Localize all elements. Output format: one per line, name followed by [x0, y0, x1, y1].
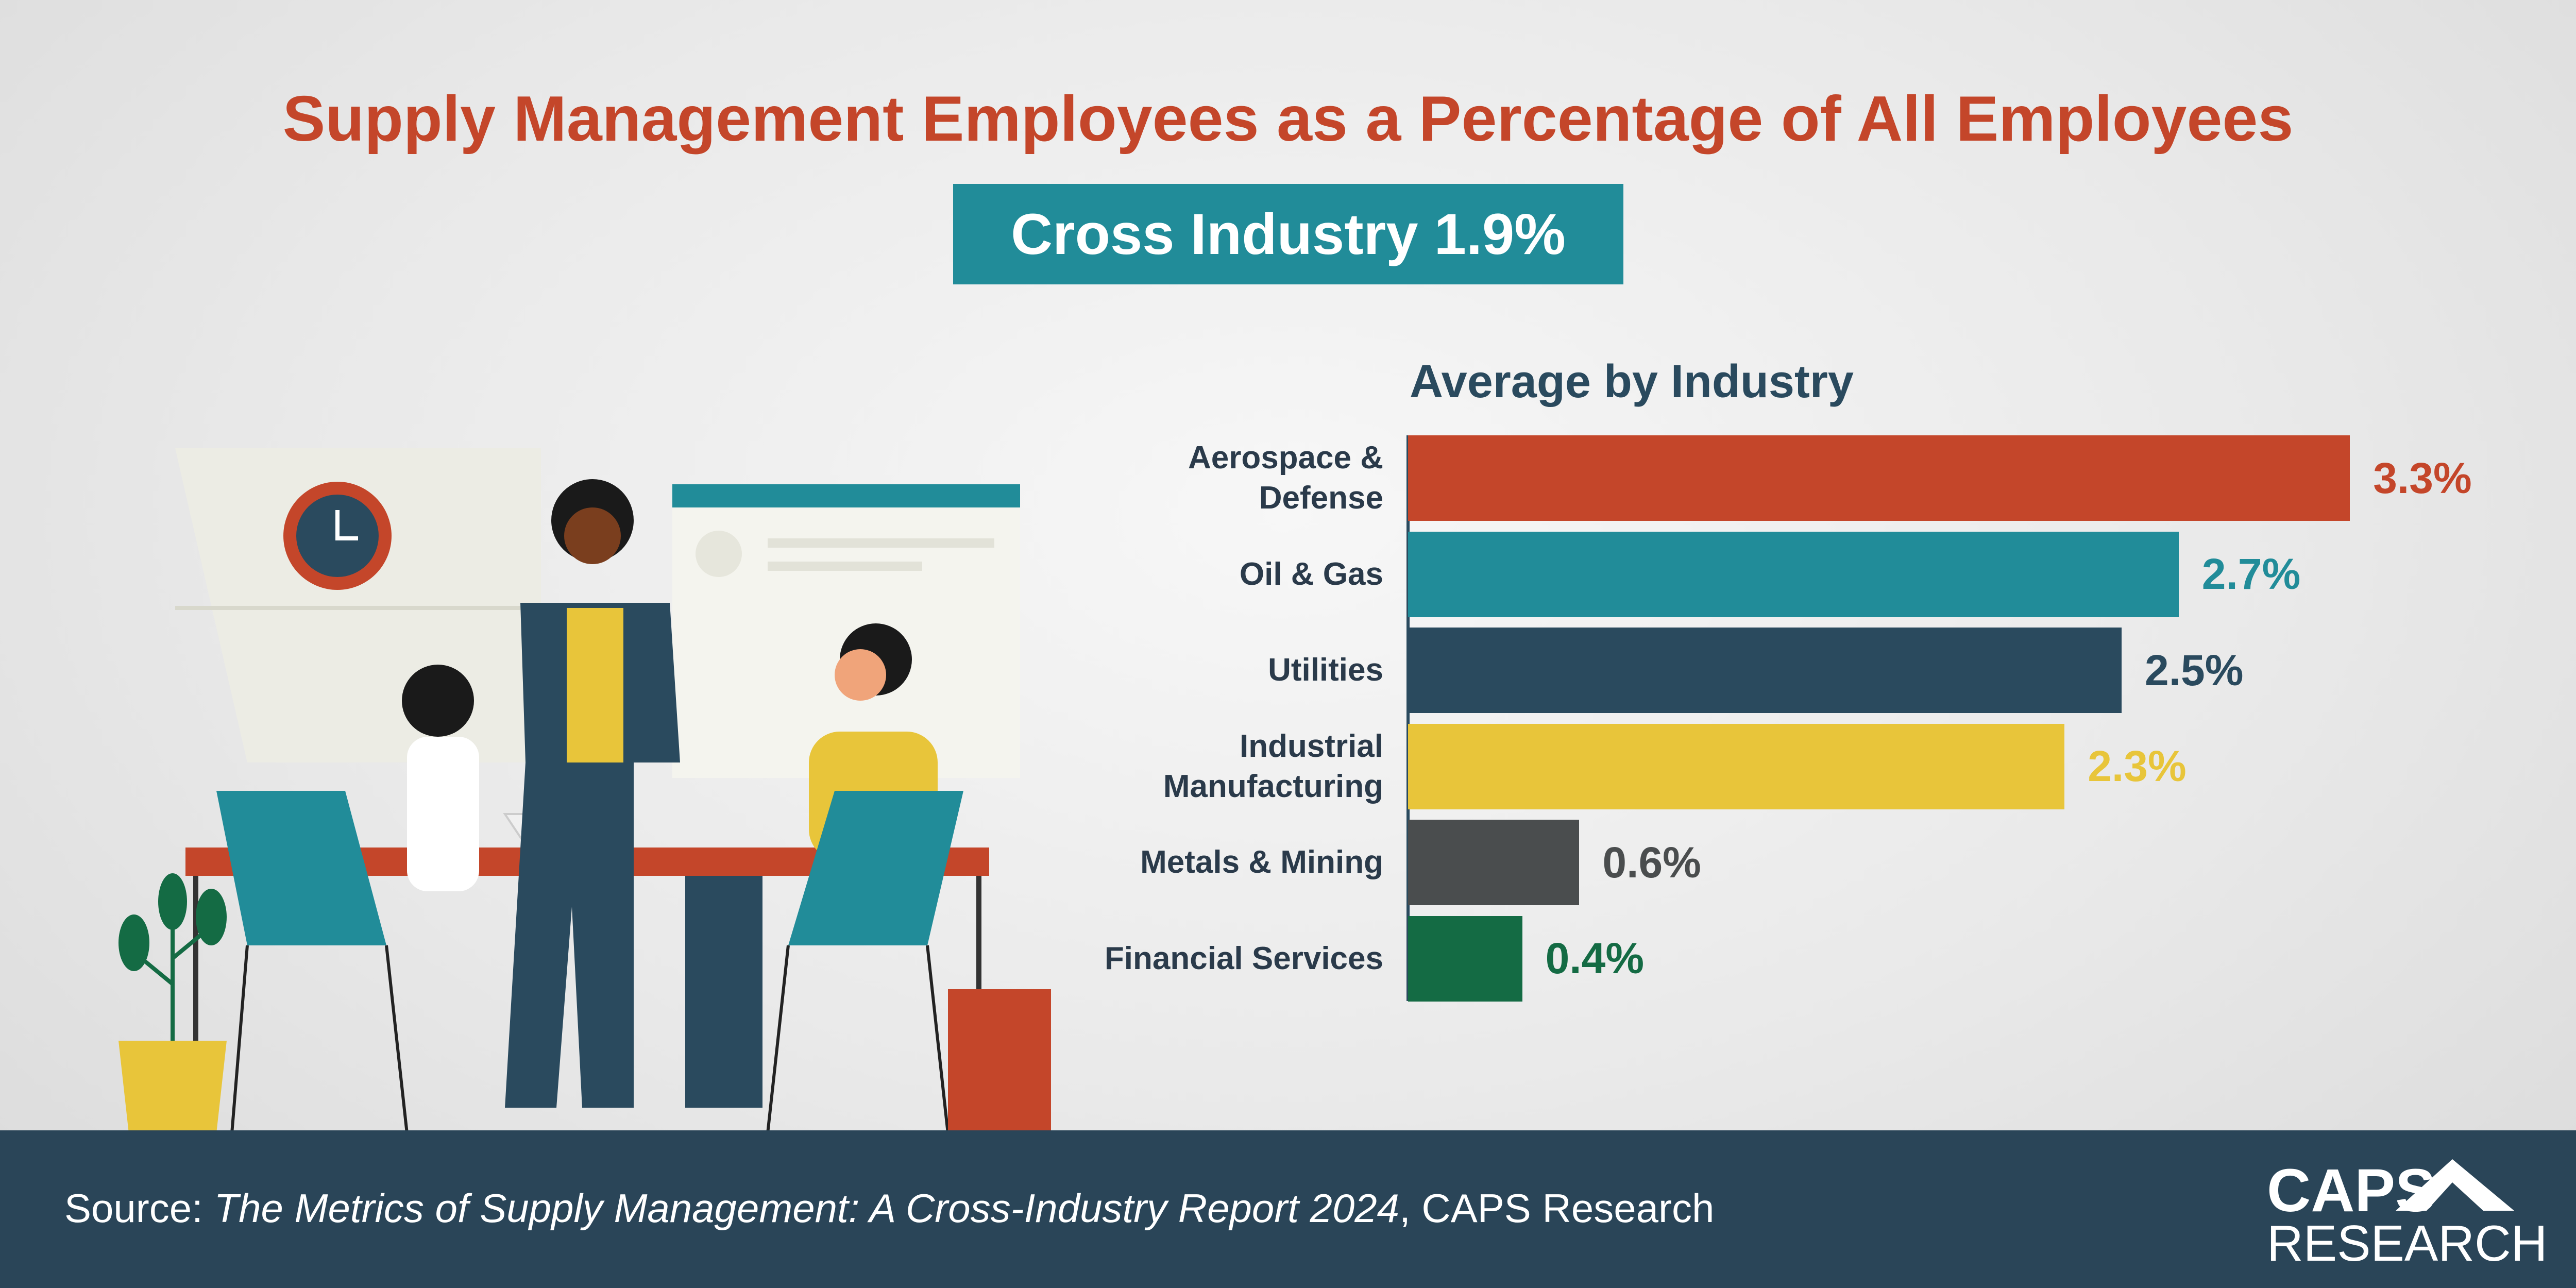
value-label: 2.3%	[2088, 742, 2187, 790]
category-label: Oil & Gas	[1239, 556, 1383, 592]
person-body	[407, 737, 479, 891]
logo-mark	[2396, 1159, 2514, 1211]
chart-title: Supply Management Employees as a Percent…	[282, 83, 2294, 155]
bar	[1408, 916, 1522, 1002]
plant-pot	[118, 1041, 227, 1133]
board	[672, 484, 1020, 778]
logo-bottom: RESEARCH	[2267, 1215, 2548, 1272]
bar	[1408, 820, 1580, 905]
value-label: 2.7%	[2201, 550, 2301, 598]
subtitle: Cross Industry 1.9%	[1011, 202, 1566, 266]
chair-legs	[230, 945, 950, 1133]
board-line	[768, 538, 994, 548]
category-label: Utilities	[1268, 652, 1383, 688]
category-label: Industrial Manufacturing	[1163, 728, 1383, 804]
source-title: The Metrics of Supply Management: A Cros…	[214, 1185, 1400, 1231]
person-head	[402, 665, 474, 737]
value-label: 2.5%	[2145, 646, 2244, 694]
bar	[1408, 628, 2122, 713]
subtitle-badge: Cross Industry 1.9%	[953, 184, 1623, 284]
source-prefix: Source:	[64, 1185, 214, 1231]
logo-top: CAPS	[2267, 1157, 2436, 1225]
person-face	[564, 507, 621, 564]
plant-leaf	[196, 889, 227, 945]
chart-subtitle: Average by Industry	[1410, 356, 1854, 408]
category-label: Metals & Mining	[1140, 844, 1383, 880]
board-header	[672, 484, 1020, 507]
chair	[788, 791, 963, 945]
logo: CAPS RESEARCH	[2267, 1157, 2548, 1272]
footer	[0, 1130, 2576, 1288]
bar	[1408, 723, 2065, 809]
category-label: Aerospace & Defense	[1188, 440, 1383, 516]
clock-hands	[335, 510, 358, 540]
logo-mountain	[2396, 1159, 2514, 1211]
plant-leaf	[118, 914, 149, 971]
value-label: 0.4%	[1545, 934, 1645, 982]
bar	[1408, 531, 2179, 617]
board-avatar	[696, 531, 742, 577]
illustration	[118, 448, 1051, 1133]
board-line	[768, 562, 922, 571]
category-label: Financial Services	[1104, 940, 1383, 976]
person-shirt	[567, 608, 623, 762]
source-suffix: , CAPS Research	[1399, 1185, 1715, 1231]
value-label: 0.6%	[1602, 838, 1701, 887]
bin	[948, 989, 1051, 1133]
axis-line	[1406, 435, 1410, 1001]
value-label: 3.3%	[2373, 453, 2472, 502]
source: Source: The Metrics of Supply Management…	[64, 1185, 1714, 1232]
person-legs	[685, 876, 762, 1108]
table-leg	[193, 876, 198, 1133]
bar	[1408, 435, 2350, 521]
person-body	[505, 603, 680, 1108]
plant-leaf	[158, 873, 187, 930]
chair	[216, 791, 386, 945]
person-face	[835, 649, 886, 701]
